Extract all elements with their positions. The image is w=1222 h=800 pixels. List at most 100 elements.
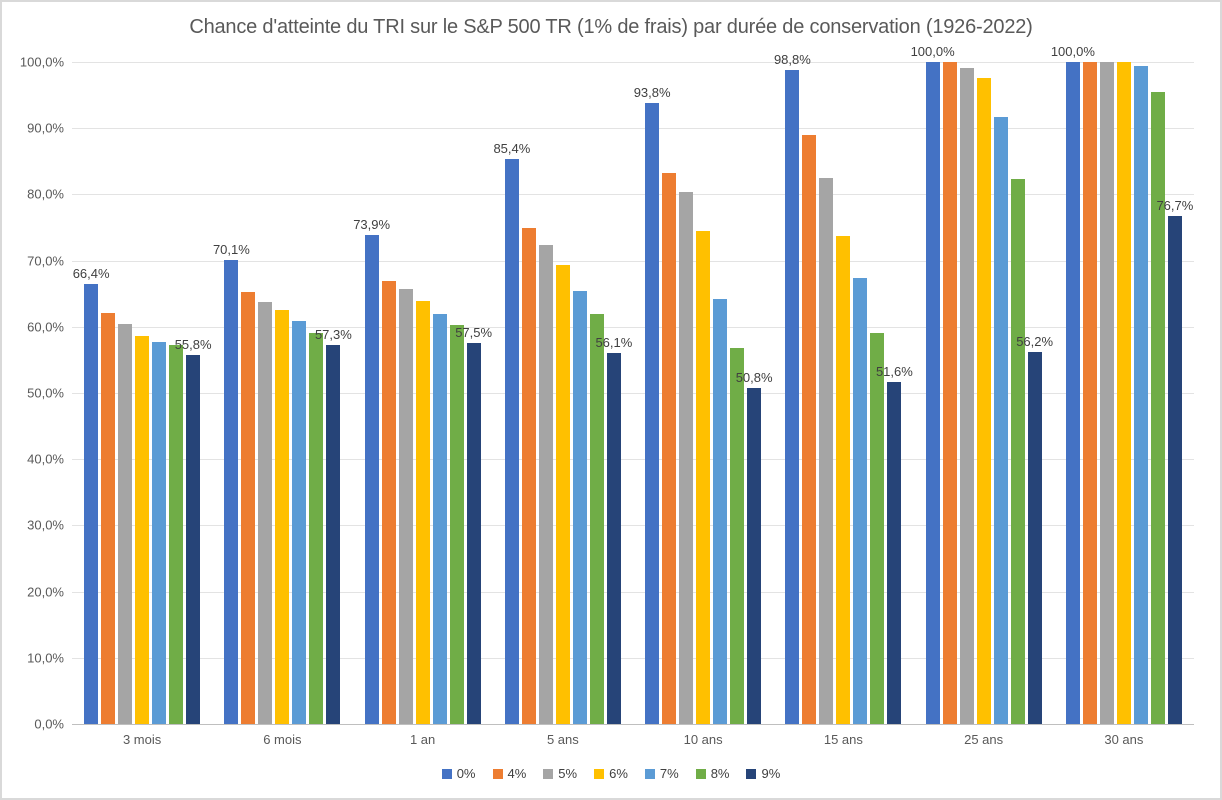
bar-7pct: [152, 342, 167, 724]
y-axis-tick-label: 40,0%: [27, 451, 64, 467]
bar-slot: 56,2%: [1016, 62, 1053, 724]
x-axis-label: 5 ans: [546, 732, 579, 747]
bar-7pct: [1133, 65, 1148, 724]
legend-item: 5%: [543, 766, 577, 781]
bar-slot: 51,6%: [876, 62, 913, 724]
bar-0pct: [925, 62, 940, 724]
bar-slot: 100,0%: [1051, 44, 1095, 724]
bar-5pct: [538, 244, 553, 724]
gridline: [72, 128, 1194, 130]
bar-0pct: [645, 103, 660, 724]
value-label: 100,0%: [910, 44, 955, 59]
bar-slot: [942, 62, 957, 724]
bar-6pct: [836, 236, 851, 724]
bar-groups: 66,4% 55,8% 70,1% 57,3% 73,9% 57,5% 85,4% 56,1%…: [72, 44, 1194, 724]
bar-slot: [152, 62, 167, 724]
bar-8pct: [730, 347, 745, 724]
value-label: 98,8%: [773, 51, 811, 67]
bar-group: 98,8% 51,6%: [773, 52, 913, 724]
bar-8pct: [589, 314, 604, 724]
bar-group: 100,0% 76,7%: [1051, 44, 1194, 724]
bar-slot: 85,4%: [493, 62, 530, 724]
bar-slot: [381, 62, 396, 724]
bar-slot: 70,1%: [213, 62, 250, 724]
value-label: 57,5%: [455, 325, 493, 341]
y-axis-tick-label: 10,0%: [27, 650, 64, 666]
bar-slot: [713, 62, 728, 724]
x-axis-line: [72, 724, 1194, 725]
y-axis: 0,0% 10,0% 20,0% 30,0% 40,0% 50,0% 60,0% 70,0% 8…: [2, 55, 64, 732]
value-label: 73,9%: [353, 216, 391, 232]
y-axis-tick-label: 50,0%: [27, 385, 64, 401]
legend-label: 7%: [659, 766, 679, 781]
legend-label: 9%: [761, 766, 781, 781]
bar-8pct: [309, 333, 324, 724]
y-axis-tick-label: 20,0%: [27, 584, 64, 600]
bar-0pct: [224, 259, 239, 724]
plot-area: 66,4% 55,8% 70,1% 57,3% 73,9% 57,5% 85,4% 56,1%…: [72, 44, 1194, 725]
bar-slot: [135, 62, 150, 724]
legend: 0% 4% 5% 6% 7% 8% 9%: [2, 766, 1220, 781]
bar-5pct: [819, 177, 834, 724]
legend-swatch-icon: [441, 768, 452, 779]
bar-7pct: [713, 299, 728, 724]
bar-7pct: [993, 116, 1008, 724]
bar-9pct: [1167, 216, 1182, 724]
x-axis-label: 25 ans: [964, 732, 1004, 747]
bar-slot: [836, 62, 851, 724]
bar-slot: [1010, 62, 1025, 724]
bar-4pct: [241, 292, 256, 724]
gridline: [72, 260, 1194, 262]
bar-slot: [730, 62, 745, 724]
gridline: [72, 591, 1194, 593]
legend-label: 8%: [710, 766, 730, 781]
bar-slot: [449, 62, 464, 724]
bar-0pct: [364, 234, 379, 724]
gridline: [72, 194, 1194, 196]
bar-5pct: [258, 301, 273, 724]
x-axis-label: 6 mois: [263, 732, 302, 747]
value-label: 100,0%: [1050, 44, 1095, 59]
bar-4pct: [101, 312, 116, 724]
bar-slot: 93,8%: [634, 62, 671, 724]
bar-slot: [853, 62, 868, 724]
bar-8pct: [169, 344, 184, 724]
bar-9pct: [747, 387, 762, 724]
bar-slot: [398, 62, 413, 724]
value-label: 56,2%: [1016, 333, 1054, 349]
bar-slot: [696, 62, 711, 724]
bar-slot: 98,8%: [774, 52, 811, 724]
y-axis-tick-label: 60,0%: [27, 319, 64, 335]
legend-item: 9%: [746, 766, 780, 781]
legend-swatch-icon: [695, 768, 706, 779]
gridline: [72, 525, 1194, 527]
bar-9pct: [466, 343, 481, 724]
legend-item: 4%: [492, 766, 526, 781]
bar-5pct: [959, 67, 974, 724]
bar-9pct: [186, 354, 201, 724]
bar-9pct: [887, 382, 902, 724]
bar-group: 66,4% 55,8%: [72, 62, 212, 724]
bar-4pct: [381, 281, 396, 724]
bar-7pct: [432, 314, 447, 724]
x-axis-label: 10 ans: [683, 732, 723, 747]
bar-0pct: [785, 69, 800, 724]
bar-6pct: [275, 310, 290, 724]
bar-slot: [993, 62, 1008, 724]
value-label: 76,7%: [1156, 198, 1194, 214]
bar-slot: [118, 62, 133, 724]
gridline: [72, 657, 1194, 659]
value-label: 56,1%: [595, 334, 633, 350]
bar-6pct: [135, 336, 150, 724]
bar-9pct: [606, 352, 621, 724]
bar-6pct: [415, 300, 430, 724]
bar-0pct: [504, 158, 519, 724]
bar-slot: [309, 62, 324, 724]
bar-slot: [538, 62, 553, 724]
bar-slot: [521, 62, 536, 724]
bar-group: 70,1% 57,3%: [212, 62, 352, 724]
bar-slot: 66,4%: [73, 62, 110, 724]
bar-slot: [241, 62, 256, 724]
bar-5pct: [679, 191, 694, 724]
bar-6pct: [976, 77, 991, 724]
